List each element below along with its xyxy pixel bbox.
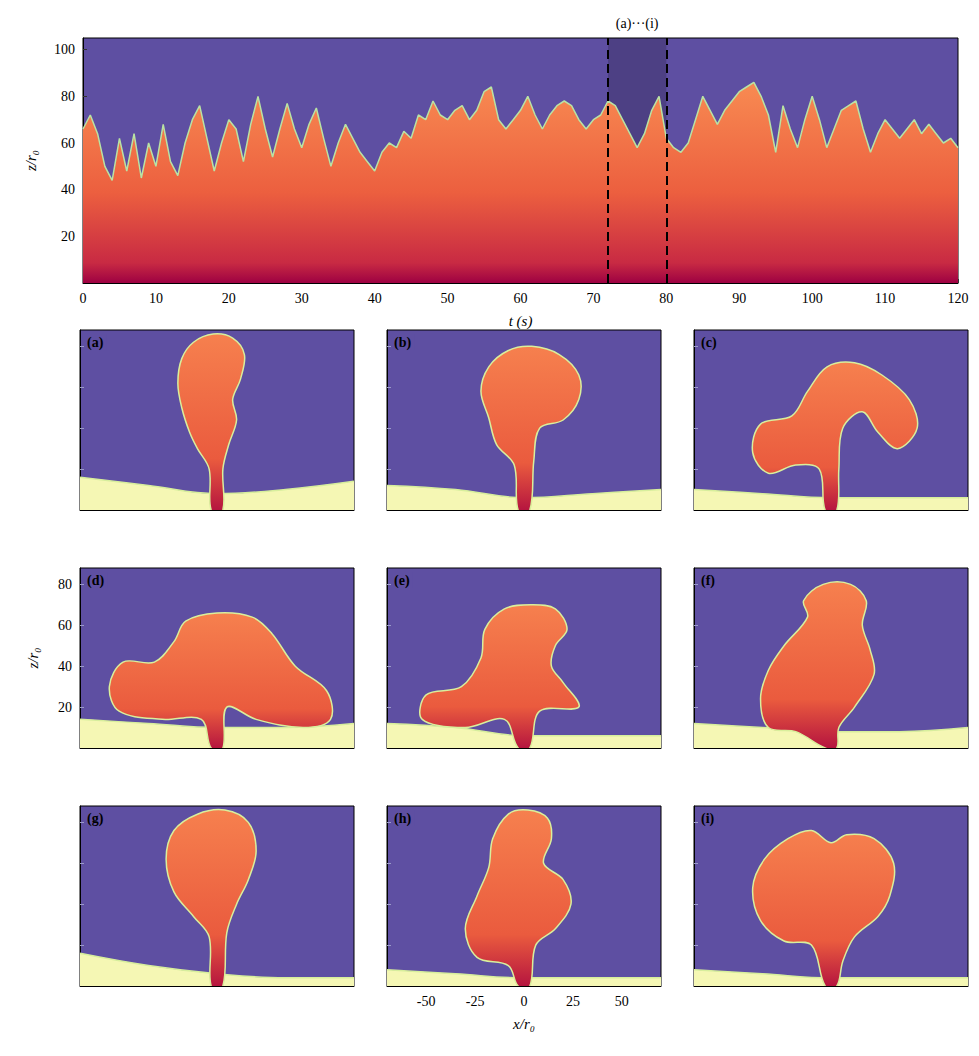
svg-text:90: 90 bbox=[732, 291, 746, 306]
svg-text:(e): (e) bbox=[394, 573, 410, 589]
svg-text:80: 80 bbox=[659, 291, 673, 306]
svg-text:60: 60 bbox=[514, 291, 528, 306]
svg-text:100: 100 bbox=[802, 291, 823, 306]
svg-text:40: 40 bbox=[61, 182, 75, 197]
svg-text:20: 20 bbox=[222, 291, 236, 306]
svg-text:40: 40 bbox=[368, 291, 382, 306]
svg-text:25: 25 bbox=[566, 994, 580, 1009]
svg-text:0: 0 bbox=[521, 994, 528, 1009]
svg-text:80: 80 bbox=[61, 89, 75, 104]
svg-text:0: 0 bbox=[80, 291, 87, 306]
svg-text:(b): (b) bbox=[394, 335, 411, 351]
svg-text:50: 50 bbox=[615, 994, 629, 1009]
svg-text:60: 60 bbox=[58, 618, 72, 633]
svg-text:-50: -50 bbox=[417, 994, 436, 1009]
svg-text:(d): (d) bbox=[87, 573, 104, 589]
svg-text:20: 20 bbox=[58, 700, 72, 715]
svg-text:120: 120 bbox=[948, 291, 969, 306]
svg-text:(a)···(i): (a)···(i) bbox=[616, 16, 659, 32]
svg-text:20: 20 bbox=[61, 229, 75, 244]
svg-text:(a): (a) bbox=[87, 335, 104, 351]
svg-text:30: 30 bbox=[295, 291, 309, 306]
svg-text:(c): (c) bbox=[701, 335, 717, 351]
svg-text:x/r₀: x/r₀ bbox=[512, 1016, 535, 1032]
svg-text:50: 50 bbox=[441, 291, 455, 306]
svg-text:(i): (i) bbox=[701, 811, 715, 827]
svg-text:80: 80 bbox=[58, 577, 72, 592]
svg-text:60: 60 bbox=[61, 136, 75, 151]
svg-text:40: 40 bbox=[58, 659, 72, 674]
svg-text:-25: -25 bbox=[466, 994, 485, 1009]
svg-text:70: 70 bbox=[586, 291, 600, 306]
svg-text:110: 110 bbox=[875, 291, 895, 306]
svg-text:(g): (g) bbox=[87, 811, 104, 827]
svg-text:z/r₀: z/r₀ bbox=[25, 647, 41, 669]
svg-text:100: 100 bbox=[54, 42, 75, 57]
svg-text:(f): (f) bbox=[701, 573, 715, 589]
svg-text:z/r₀: z/r₀ bbox=[23, 150, 39, 172]
svg-text:10: 10 bbox=[149, 291, 163, 306]
svg-text:(h): (h) bbox=[394, 811, 411, 827]
svg-text:t (s): t (s) bbox=[509, 313, 533, 330]
